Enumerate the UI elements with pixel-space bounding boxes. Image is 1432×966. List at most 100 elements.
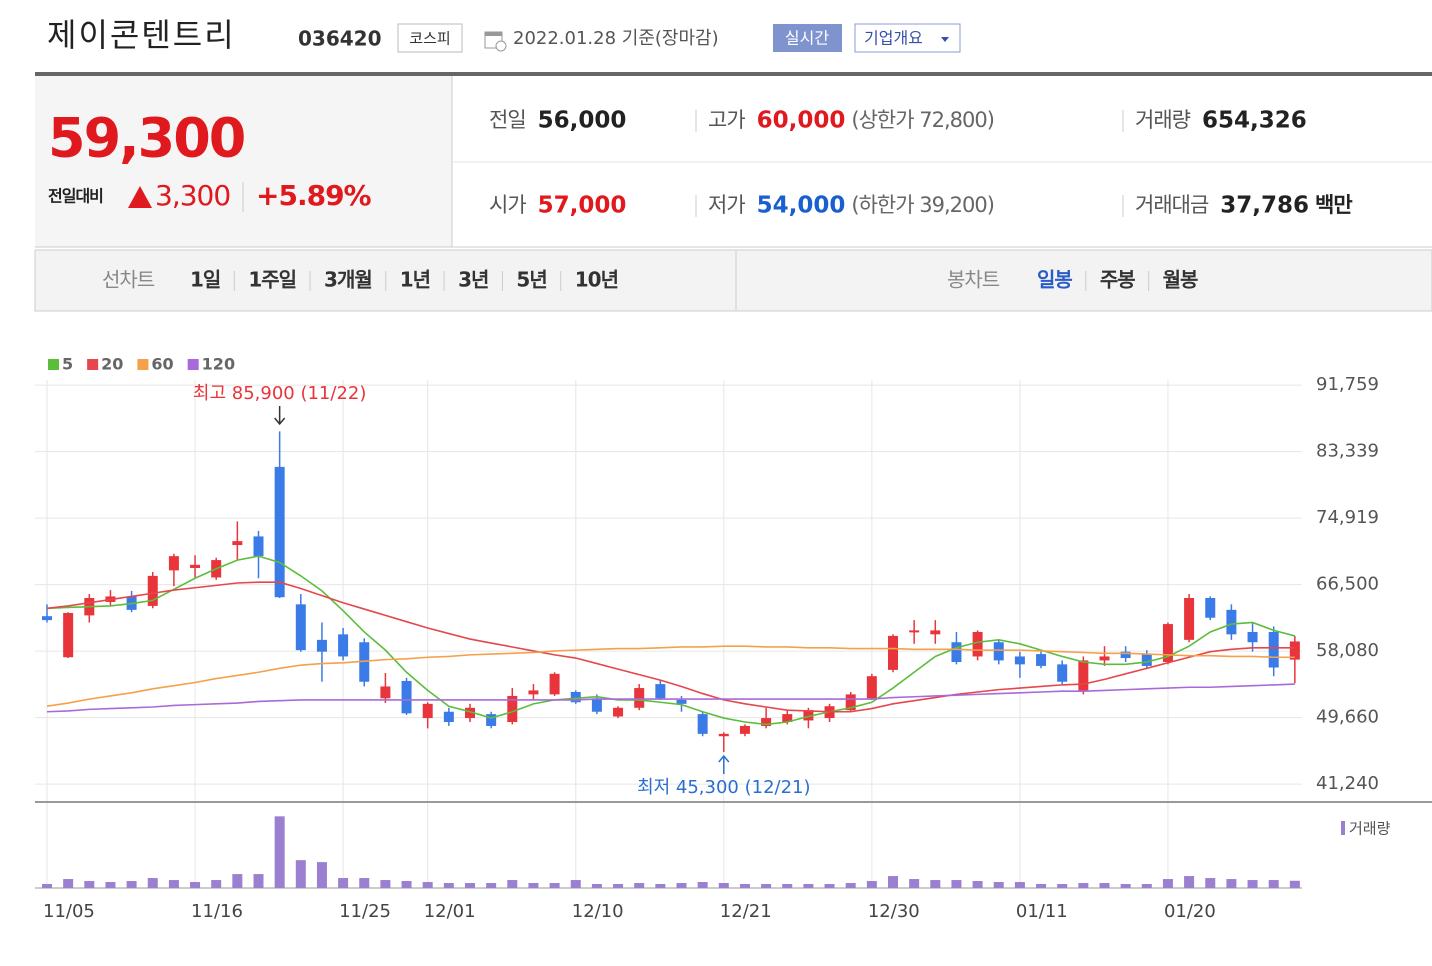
- volume-bar: [613, 884, 624, 888]
- volume-bar: [380, 880, 391, 888]
- volume-bar: [295, 860, 306, 888]
- tab-label: 선차트: [102, 268, 155, 292]
- legend-label: 20: [101, 355, 123, 374]
- candle-body: [1078, 660, 1089, 691]
- candle-body: [951, 642, 962, 662]
- volume-bar: [697, 882, 708, 888]
- change-value: 3,300: [155, 179, 230, 212]
- candle-body: [613, 707, 624, 717]
- volume-bar: [168, 880, 179, 888]
- volume-bar: [528, 883, 539, 888]
- realtime-button[interactable]: [773, 24, 842, 52]
- current-price: 59,300: [48, 107, 244, 170]
- volume-bar: [1289, 880, 1300, 888]
- y-tick-label: 74,919: [1316, 507, 1379, 528]
- volume-bar: [1226, 879, 1237, 888]
- volume-bar: [1057, 884, 1068, 888]
- volume-bar: [465, 883, 475, 888]
- volume-bar: [443, 883, 454, 888]
- y-tick-label: 66,500: [1316, 574, 1379, 595]
- tab-label[interactable]: 1일: [190, 268, 221, 292]
- quote-label: 고가: [708, 108, 745, 132]
- volume-bar: [316, 862, 327, 888]
- x-tick-label: 12/10: [572, 901, 624, 922]
- stock-code: 036420: [298, 27, 382, 51]
- candle-body: [42, 616, 52, 621]
- candle-body: [63, 613, 74, 658]
- candle-body: [232, 541, 243, 546]
- tab-label[interactable]: 10년: [575, 268, 619, 292]
- volume-bar: [676, 883, 687, 888]
- tab-label[interactable]: 월봉: [1163, 268, 1199, 292]
- realtime-label[interactable]: 실시간: [785, 29, 829, 48]
- tab-label[interactable]: 5년: [516, 268, 547, 292]
- volume-bar: [570, 880, 581, 888]
- quote-note: (상한가 72,800): [851, 108, 994, 132]
- candle-body: [972, 631, 983, 657]
- volume-bar: [993, 882, 1004, 888]
- legend-label: 60: [151, 355, 173, 374]
- volume-legend-swatch: [1341, 821, 1345, 835]
- x-tick-label: 11/25: [339, 901, 391, 922]
- y-tick-label: 91,759: [1316, 374, 1379, 395]
- stock-name: 제이콘텐트리: [47, 16, 236, 54]
- tab-label[interactable]: 3개월: [324, 268, 373, 292]
- x-tick-label: 11/16: [191, 901, 243, 922]
- candle-body: [380, 686, 391, 699]
- tab-label: 봉차트: [947, 268, 1000, 292]
- up-triangle: [128, 186, 152, 208]
- quote-label: 전일: [489, 108, 526, 132]
- candle-body: [528, 690, 539, 695]
- volume-bar: [1184, 876, 1195, 888]
- candle-body: [1247, 631, 1258, 643]
- volume-bar: [147, 878, 158, 888]
- dropdown-arrow: [941, 37, 949, 42]
- ma-line: [46, 581, 1295, 713]
- tab-label[interactable]: 일봉: [1037, 268, 1073, 292]
- volume-bar: [1014, 882, 1025, 888]
- candle-body: [190, 564, 201, 568]
- legend-swatch: [187, 359, 199, 370]
- candle-body: [316, 639, 327, 652]
- volume-bar: [401, 881, 412, 888]
- candle-body: [1289, 641, 1300, 660]
- volume-bar: [803, 884, 814, 888]
- candle-body: [697, 714, 708, 734]
- annotation-arrow: [274, 406, 286, 426]
- quote-label: 저가: [708, 193, 745, 217]
- candle-body: [168, 556, 179, 571]
- legend-label: 120: [202, 355, 235, 374]
- quote-value: 654,326: [1202, 108, 1307, 134]
- tab-label[interactable]: 3년: [458, 268, 489, 292]
- candle-body: [401, 680, 412, 714]
- volume-bar: [211, 880, 222, 888]
- candle-body: [147, 575, 158, 606]
- candle-body: [1036, 654, 1047, 666]
- volume-bar: [718, 883, 729, 888]
- volume-bar: [507, 880, 518, 888]
- volume-bar: [1141, 884, 1152, 888]
- volume-bar: [549, 883, 560, 888]
- quote-value: 60,000: [757, 108, 846, 134]
- volume-bar: [1120, 884, 1131, 888]
- candle-body: [295, 604, 306, 651]
- legend-swatch: [87, 359, 99, 370]
- x-tick-label: 01/11: [1016, 901, 1068, 922]
- candle-body: [549, 673, 560, 695]
- volume-bar: [42, 884, 52, 888]
- ma-line: [46, 683, 1295, 713]
- quote-label: 시가: [489, 193, 526, 217]
- candle-body: [253, 536, 264, 557]
- company-label[interactable]: 기업개요: [864, 29, 923, 48]
- tab-label[interactable]: 1년: [400, 268, 431, 292]
- tab-label[interactable]: 주봉: [1100, 268, 1136, 292]
- candle-body: [1014, 656, 1025, 665]
- volume-bar: [634, 883, 645, 888]
- candle-body: [1205, 598, 1216, 618]
- volume-bar: [126, 881, 137, 888]
- tab-label[interactable]: 1주일: [248, 268, 297, 292]
- candle-body: [803, 710, 814, 721]
- volume-bar: [1268, 880, 1279, 888]
- date-label: 2022.01.28 기준(장마감): [513, 28, 719, 49]
